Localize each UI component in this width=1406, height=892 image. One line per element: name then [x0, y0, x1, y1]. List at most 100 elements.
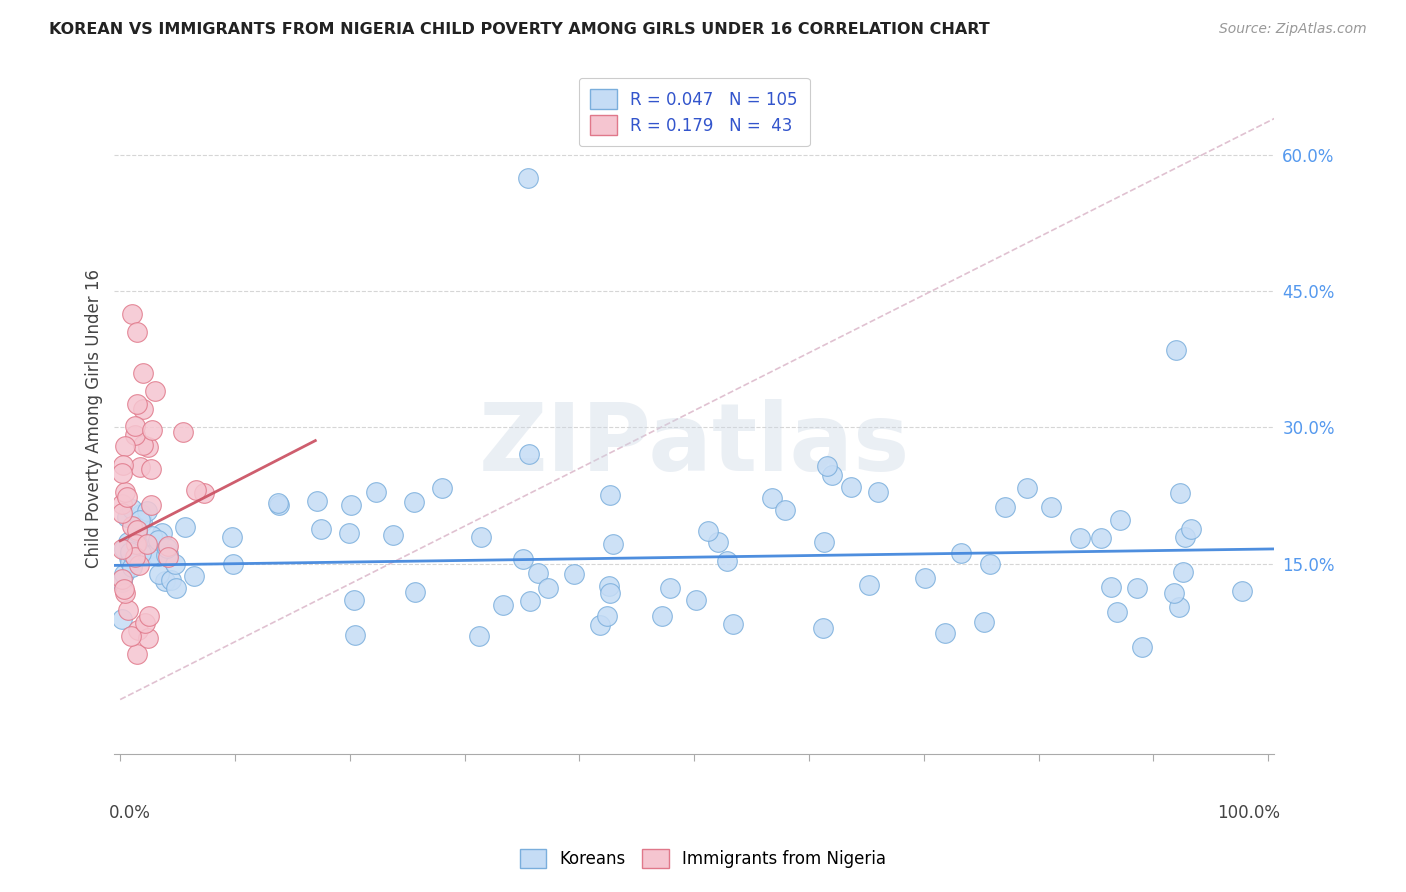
Point: [267, 498, 290, 512]
Point: [343, 628, 366, 642]
Point: [120, 550, 142, 565]
Point: [125, 537, 148, 551]
Text: 0.0%: 0.0%: [108, 805, 150, 822]
Point: [820, 467, 842, 482]
Point: [866, 484, 889, 499]
Point: [139, 541, 162, 555]
Point: [155, 548, 177, 562]
Point: [138, 608, 160, 623]
Point: [117, 510, 139, 524]
Point: [1069, 531, 1091, 545]
Point: [519, 594, 541, 608]
Point: [382, 528, 405, 542]
Point: [309, 522, 332, 536]
Point: [1090, 531, 1112, 545]
Point: [117, 490, 139, 504]
Point: [773, 503, 796, 517]
Point: [148, 567, 170, 582]
Point: [813, 621, 835, 635]
Point: [132, 402, 155, 417]
Point: [1171, 565, 1194, 579]
Point: [165, 581, 187, 595]
Point: [402, 495, 425, 509]
Text: ZIPatlas: ZIPatlas: [478, 400, 910, 491]
Point: [526, 566, 548, 580]
Point: [112, 541, 135, 556]
Point: [430, 481, 453, 495]
Point: [193, 485, 215, 500]
Point: [114, 586, 136, 600]
Point: [120, 630, 142, 644]
Text: Source: ZipAtlas.com: Source: ZipAtlas.com: [1219, 22, 1367, 37]
Point: [112, 582, 135, 597]
Point: [979, 558, 1001, 572]
Point: [141, 548, 163, 562]
Point: [1109, 513, 1132, 527]
Point: [267, 495, 290, 509]
Point: [118, 550, 141, 565]
Point: [174, 519, 197, 533]
Point: [697, 524, 720, 539]
Point: [1166, 343, 1188, 358]
Point: [111, 497, 134, 511]
Point: [134, 616, 156, 631]
Point: [651, 609, 673, 624]
Point: [761, 491, 783, 505]
Point: [914, 571, 936, 585]
Point: [111, 612, 134, 626]
Point: [136, 631, 159, 645]
Point: [112, 567, 135, 582]
Point: [1015, 481, 1038, 495]
Point: [118, 545, 141, 559]
Point: [127, 623, 149, 637]
Point: [562, 566, 585, 581]
Point: [120, 555, 142, 569]
Point: [1174, 530, 1197, 544]
Point: [183, 569, 205, 583]
Point: [813, 535, 835, 549]
Point: [817, 458, 839, 473]
Point: [132, 437, 155, 451]
Point: [973, 615, 995, 630]
Point: [721, 617, 744, 632]
Point: [136, 440, 159, 454]
Point: [537, 581, 560, 595]
Point: [491, 598, 513, 612]
Point: [141, 423, 163, 437]
Point: [155, 541, 177, 556]
Point: [131, 515, 153, 529]
Point: [127, 325, 149, 339]
Point: [340, 498, 363, 512]
Point: [121, 502, 143, 516]
Point: [516, 171, 538, 186]
Point: [114, 484, 136, 499]
Point: [165, 557, 187, 571]
Point: [141, 529, 163, 543]
Point: [221, 529, 243, 543]
Point: [839, 480, 862, 494]
Point: [707, 535, 730, 549]
Point: [129, 513, 152, 527]
Point: [172, 425, 194, 439]
Point: [128, 558, 150, 572]
Point: [343, 593, 366, 607]
Point: [129, 546, 152, 560]
Point: [598, 579, 620, 593]
Point: [117, 535, 139, 549]
Point: [129, 507, 152, 521]
Point: [366, 485, 388, 500]
Point: [337, 526, 360, 541]
Point: [124, 419, 146, 434]
Text: 100.0%: 100.0%: [1216, 805, 1279, 822]
Point: [125, 396, 148, 410]
Point: [125, 536, 148, 550]
Point: [658, 582, 681, 596]
Point: [159, 573, 181, 587]
Point: [124, 428, 146, 442]
Y-axis label: Child Poverty Among Girls Under 16: Child Poverty Among Girls Under 16: [86, 268, 103, 568]
Point: [111, 572, 134, 586]
Point: [470, 531, 492, 545]
Point: [111, 574, 134, 589]
Text: KOREAN VS IMMIGRANTS FROM NIGERIA CHILD POVERTY AMONG GIRLS UNDER 16 CORRELATION: KOREAN VS IMMIGRANTS FROM NIGERIA CHILD …: [49, 22, 990, 37]
Point: [150, 526, 173, 541]
